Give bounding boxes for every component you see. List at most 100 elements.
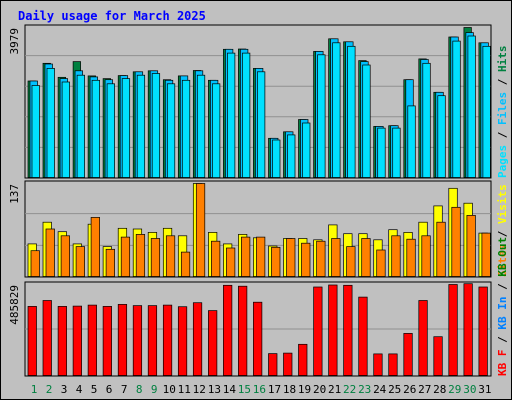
bar-pages-day-16	[257, 71, 266, 178]
bar-kb-f-day-29	[448, 284, 458, 376]
x-axis-day-label: 14	[223, 383, 237, 396]
x-axis-day-label: 8	[136, 383, 143, 396]
bar-pages-day-10	[166, 83, 176, 178]
bar-sites-day-19	[301, 242, 311, 277]
x-axis-day-label: 12	[193, 383, 206, 396]
bar-sites-day-28	[436, 221, 446, 277]
bar-sites-day-13	[211, 240, 221, 277]
bar-sites-day-17	[271, 246, 281, 277]
x-axis-day-label: 27	[418, 383, 431, 396]
bar-pages-day-30	[467, 35, 476, 178]
bar-pages-day-29	[452, 40, 461, 178]
x-axis-day-label: 13	[208, 383, 221, 396]
bar-sites-day-6	[105, 248, 115, 277]
bar-kb-f-day-8	[132, 305, 143, 376]
bar-kb-f-day-19	[298, 343, 308, 376]
legend-entry: /	[496, 72, 509, 92]
bar-sites-day-20	[316, 240, 326, 277]
bar-kb-f-day-16	[253, 301, 263, 376]
bar-kb-f-day-15	[238, 285, 248, 376]
bar-sites-day-4	[75, 246, 85, 277]
x-axis-day-label: 26	[403, 383, 416, 396]
x-axis-day-label: 1	[31, 383, 38, 396]
bar-sites-day-27	[421, 235, 431, 277]
chart-title: Daily usage for March 2025	[18, 9, 206, 23]
x-axis-day-label: 18	[283, 383, 296, 396]
bar-pages-day-12	[196, 74, 206, 178]
x-axis-day-label: 11	[178, 383, 191, 396]
bar-sites-day-7	[120, 236, 131, 277]
bar-kb-f-day-27	[418, 300, 428, 376]
bar-kb-f-day-3	[57, 306, 67, 376]
bar-kb-f-day-1	[27, 306, 37, 376]
bar-kb-f-day-2	[42, 300, 52, 376]
x-axis-day-label: 31	[478, 383, 491, 396]
x-axis-day-label: 28	[433, 383, 446, 396]
bar-sites-day-11	[180, 251, 191, 277]
panel-3: 485829 KB F / KB In / KB Out	[8, 237, 509, 377]
bar-sites-day-29	[451, 206, 461, 277]
bar-kb-f-day-20	[313, 286, 323, 376]
bar-pages-day-6	[106, 83, 115, 178]
bar-kb-f-day-7	[117, 304, 128, 376]
bar-kb-f-day-21	[328, 284, 338, 376]
x-axis-day-label: 22	[343, 383, 356, 396]
legend-entry: Hits	[496, 46, 509, 73]
x-axis-day-label: 4	[76, 383, 83, 396]
bar-pages-day-21	[332, 42, 341, 178]
x-axis-day-label: 3	[61, 383, 68, 396]
bar-pages-day-22	[347, 45, 356, 178]
bar-sites-day-15	[241, 236, 251, 277]
bar-kb-f-day-25	[388, 353, 398, 376]
legend-entry: /	[496, 224, 509, 244]
bar-kb-f-day-13	[208, 310, 218, 376]
bar-pages-day-18	[287, 134, 296, 178]
y-axis-max-label: 485829	[8, 285, 21, 325]
bar-sites-day-2	[45, 228, 55, 277]
bar-kb-f-day-28	[433, 336, 443, 376]
bar-pages-day-1	[31, 85, 40, 178]
x-axis-day-label: 23	[358, 383, 371, 396]
y-axis-max-label: 3979	[8, 28, 21, 55]
bar-pages-day-4	[76, 74, 85, 178]
bar-pages-day-11	[181, 79, 191, 178]
bar-sites-day-1	[30, 250, 40, 277]
panel-2: 137 Sites / Visits	[8, 180, 509, 278]
bar-sites-day-5	[90, 217, 100, 277]
legend-entry: /	[496, 330, 509, 350]
x-axis-day-label: 20	[313, 383, 326, 396]
bar-pages-day-19	[302, 122, 311, 178]
bar-pages-day-5	[91, 79, 100, 178]
bar-kb-f-day-17	[268, 353, 278, 376]
legend-entry: Visits	[496, 184, 509, 224]
bar-pages-day-23	[362, 64, 371, 178]
series-legend-title: Sites / Visits	[496, 184, 509, 277]
bar-pages-day-26	[407, 105, 416, 178]
bar-pages-day-3	[61, 81, 70, 178]
x-axis-day-label: 10	[163, 383, 176, 396]
bar-kb-f-day-30	[463, 283, 473, 376]
bar-pages-day-8	[136, 74, 146, 178]
bar-sites-day-22	[346, 246, 356, 277]
bar-pages-day-2	[46, 68, 55, 178]
bar-kb-f-day-5	[87, 304, 97, 376]
bar-pages-day-24	[377, 127, 386, 178]
legend-entry: KB F	[496, 350, 509, 377]
bar-sites-day-9	[150, 238, 161, 277]
bar-pages-day-14	[227, 52, 236, 178]
bar-sites-day-31	[481, 232, 491, 277]
bar-sites-day-25	[391, 235, 401, 277]
bar-kb-f-day-12	[192, 302, 203, 376]
legend-entry: Pages	[496, 145, 509, 178]
x-axis-day-label: 7	[121, 383, 128, 396]
bar-kb-f-day-22	[343, 284, 353, 376]
bar-kb-f-day-18	[283, 352, 293, 376]
x-axis-day-label: 29	[448, 383, 461, 396]
bar-pages-day-15	[242, 52, 251, 178]
bar-sites-day-26	[406, 238, 416, 277]
bar-pages-day-13	[212, 83, 221, 178]
bar-kb-f-day-9	[147, 305, 158, 376]
bar-sites-day-10	[165, 235, 176, 277]
x-axis-day-label: 19	[298, 383, 311, 396]
